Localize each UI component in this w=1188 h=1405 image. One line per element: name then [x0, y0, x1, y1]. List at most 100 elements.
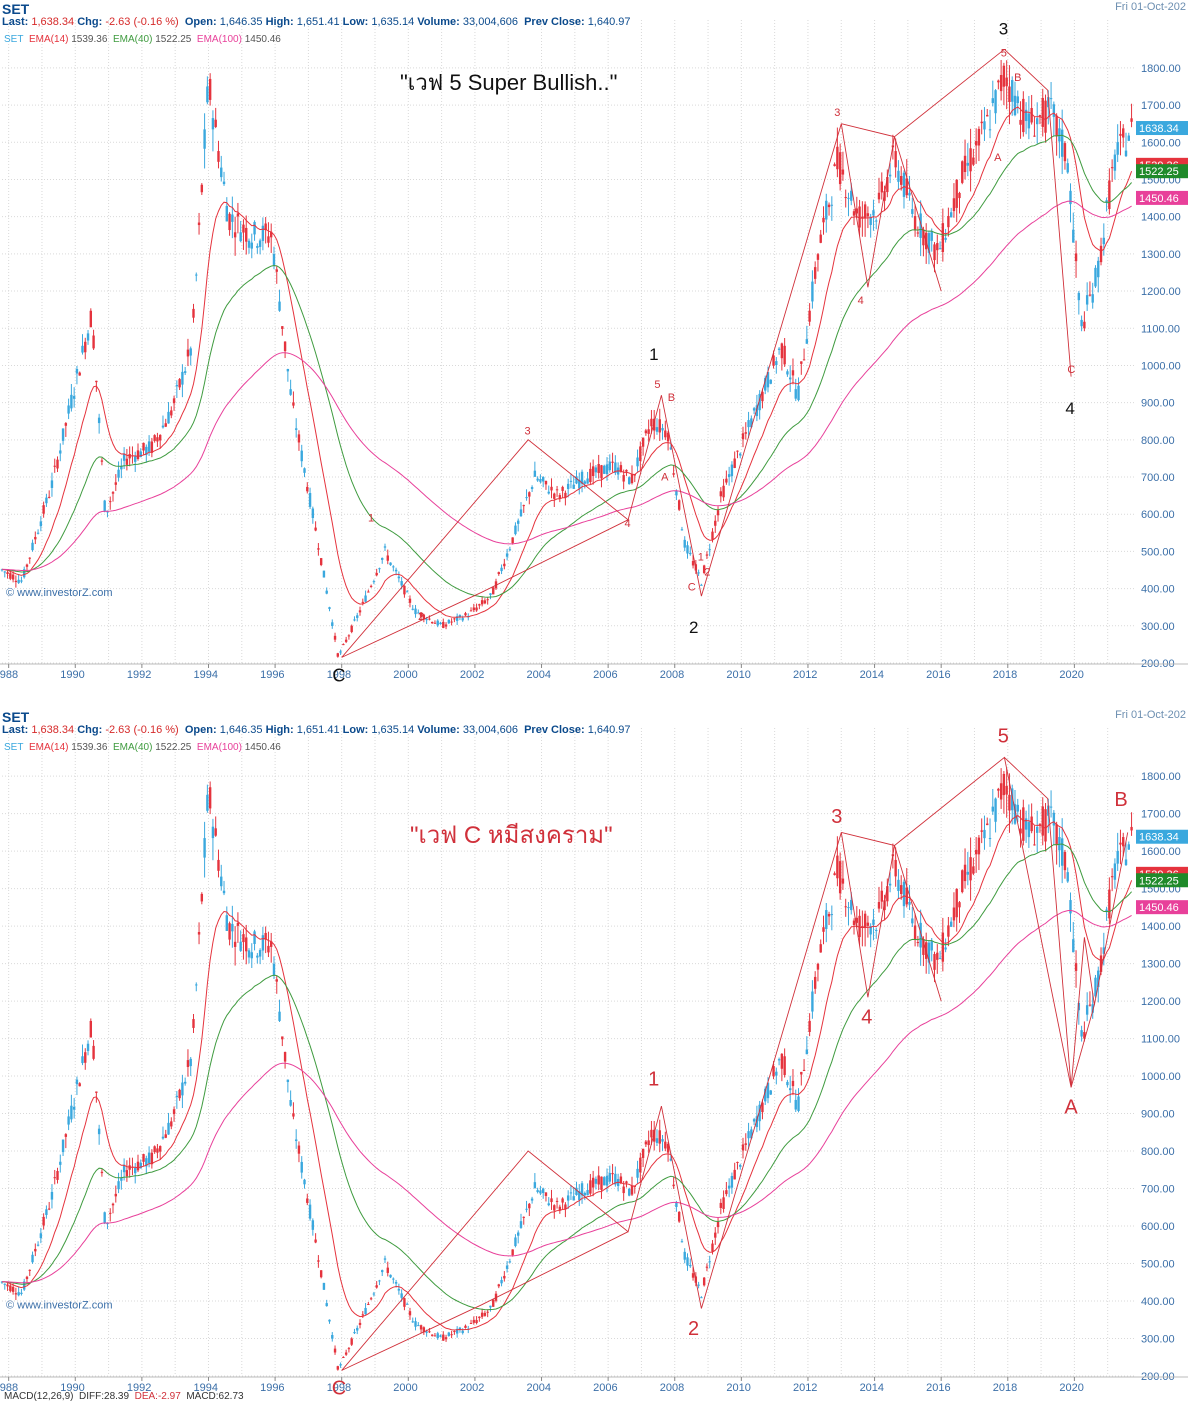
- candle-body: [89, 310, 93, 328]
- candle-body: [1102, 237, 1106, 245]
- candle-body: [217, 151, 220, 162]
- candle-body: [1113, 863, 1117, 880]
- candle-body: [619, 465, 623, 472]
- price-chart-top[interactable]: 200.00300.00400.00500.00600.00700.00800.…: [0, 0, 1188, 708]
- candle-body: [247, 950, 251, 958]
- candle-body: [458, 615, 462, 617]
- volume-label: Volume:: [417, 724, 460, 736]
- candle-body: [933, 244, 936, 261]
- wave-label: C: [1067, 364, 1075, 376]
- candle-body: [655, 427, 659, 432]
- candle-body: [372, 1293, 376, 1295]
- wave-label: C: [332, 1378, 346, 1400]
- candle-body: [331, 622, 334, 626]
- candle-body: [658, 1130, 661, 1144]
- candle-body: [134, 1167, 137, 1174]
- prev-close-value: 1,640.97: [587, 16, 631, 28]
- candle-body: [769, 1090, 772, 1095]
- candle-body: [919, 922, 922, 948]
- candle-body: [791, 1080, 795, 1087]
- candle-body: [930, 941, 933, 951]
- wave-label: 3: [525, 425, 531, 437]
- candle-body: [64, 1134, 68, 1137]
- y-tick-label: 600.00: [1141, 1221, 1175, 1233]
- candle-body: [875, 220, 878, 222]
- candle-body: [744, 432, 747, 434]
- candle-body: [739, 1164, 742, 1167]
- candle-body: [711, 1243, 714, 1252]
- candle-body: [991, 98, 994, 104]
- candle-body: [700, 584, 703, 586]
- candle-body: [56, 1171, 59, 1180]
- candle-body: [122, 1164, 126, 1173]
- candle-body: [444, 624, 448, 627]
- candle-body: [741, 1144, 745, 1151]
- candle-body: [95, 1091, 98, 1093]
- candle-body: [522, 505, 525, 507]
- x-tick-label: 1994: [193, 669, 217, 681]
- candle-body: [727, 474, 731, 478]
- candle-body: [589, 1180, 592, 1194]
- candle-body: [608, 1172, 611, 1182]
- y-tick-label: 1300.00: [1141, 249, 1181, 261]
- candle-body: [253, 221, 256, 235]
- candle-body: [167, 1122, 170, 1135]
- candle-body: [275, 979, 278, 982]
- candle-body: [1116, 142, 1119, 155]
- y-tick-label: 1700.00: [1141, 809, 1181, 821]
- candle-body: [225, 915, 229, 931]
- candle-body: [766, 1082, 770, 1099]
- candle-body: [333, 1348, 337, 1353]
- open-label: Open:: [184, 16, 217, 28]
- candle-body: [139, 451, 142, 458]
- candle-body: [183, 371, 187, 373]
- candle-body: [197, 222, 201, 226]
- x-tick-label: 2020: [1059, 1382, 1083, 1394]
- candle-body: [808, 1020, 811, 1032]
- candle-body: [200, 184, 204, 193]
- candle-body: [863, 913, 867, 928]
- candle-body: [755, 405, 759, 417]
- candle-body: [86, 333, 90, 341]
- candle-body: [564, 1204, 567, 1210]
- wave-label: 2: [704, 567, 710, 579]
- x-tick-label: 2014: [860, 669, 884, 681]
- y-tick-label: 500.00: [1141, 546, 1175, 558]
- wave-label: 1: [698, 552, 704, 564]
- candle-body: [364, 1307, 367, 1315]
- price-tag: [1136, 121, 1188, 136]
- candle-body: [361, 601, 364, 603]
- candle-body: [178, 379, 181, 388]
- prev-close-value: 1,640.97: [587, 724, 631, 736]
- candle-body: [880, 181, 883, 193]
- candle-body: [641, 437, 645, 447]
- candle-body: [228, 213, 231, 231]
- candle-body: [747, 1131, 750, 1139]
- quote-info: Last: 1,638.34 Chg: -2.63 (-0.16 %) Open…: [2, 724, 631, 736]
- candle-body: [669, 447, 673, 450]
- price-chart-bottom[interactable]: 200.00300.00400.00500.00600.00700.00800.…: [0, 708, 1188, 1405]
- candle-body: [744, 1143, 747, 1145]
- x-tick-label: 2006: [593, 1382, 617, 1394]
- wave-label: 4: [624, 518, 630, 530]
- candle-body: [400, 581, 403, 586]
- candle-body: [319, 558, 323, 565]
- candle-body: [594, 467, 598, 473]
- candle-body: [239, 941, 242, 951]
- candle-body: [45, 1209, 48, 1215]
- candle-body: [455, 1328, 459, 1334]
- chg-label: Chg:: [77, 724, 103, 736]
- candle-body: [228, 923, 231, 940]
- candle-body: [919, 213, 922, 238]
- candle-body: [505, 553, 509, 557]
- ema100-value: 1450.46: [244, 34, 281, 45]
- candle-body: [153, 435, 156, 441]
- candle-body: [114, 482, 117, 485]
- candle-body: [589, 468, 592, 483]
- candle-body: [120, 466, 123, 470]
- candle-body: [39, 1233, 43, 1239]
- candle-body: [988, 838, 992, 840]
- ema-legend: SET EMA(14) 1539.36 EMA(40) 1522.25 EMA(…: [4, 34, 281, 45]
- candle-body: [764, 378, 767, 391]
- x-tick-label: 2000: [393, 1382, 417, 1394]
